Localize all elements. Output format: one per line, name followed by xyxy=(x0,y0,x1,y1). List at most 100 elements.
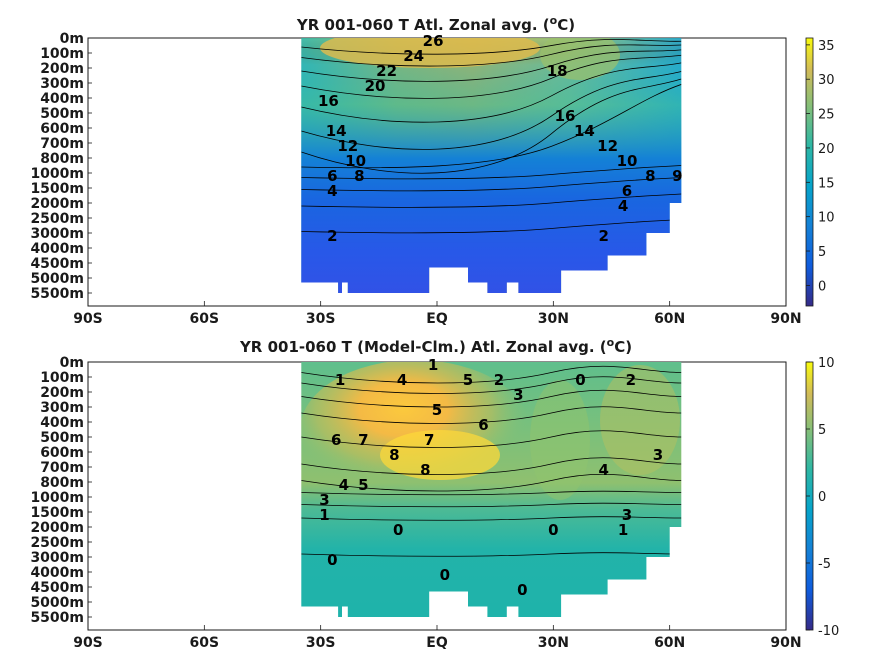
x-tick-label: 30S xyxy=(306,635,336,651)
contour-label: 22 xyxy=(376,62,397,80)
contour-line xyxy=(301,39,682,55)
contour-line xyxy=(301,502,682,508)
contour-label: 0 xyxy=(440,566,450,584)
x-tick-label: 90S xyxy=(73,311,103,327)
contour-line xyxy=(301,71,682,150)
contour-line xyxy=(301,84,682,169)
chart-title: YR 001-060 T (Model-Clm.) Atl. Zonal avg… xyxy=(239,336,632,356)
contour-line xyxy=(301,78,682,174)
colorbar-tick-label: 10 xyxy=(818,356,835,371)
x-tick-label: 60N xyxy=(654,635,685,651)
y-tick-label: 2500m xyxy=(30,211,84,227)
colorbar-tick-label: 5 xyxy=(818,245,826,260)
contour-label: 7 xyxy=(424,431,434,449)
y-tick-label: 400m xyxy=(40,415,84,431)
contour-line xyxy=(301,44,682,67)
bias-field xyxy=(301,362,682,617)
contour-label: 2 xyxy=(494,371,504,389)
contour-label: 12 xyxy=(337,137,358,155)
y-tick-label: 5500m xyxy=(30,610,84,626)
contour-label: 26 xyxy=(423,32,444,50)
contour-label: 2 xyxy=(598,227,608,245)
contour-label: 18 xyxy=(547,62,568,80)
contour-label: 8 xyxy=(354,167,364,185)
contour-label: 0 xyxy=(548,521,558,539)
colorbar-tick-label: 10 xyxy=(818,211,835,226)
y-axis: 0m100m200m300m400m500m600m700m800m1000m1… xyxy=(30,355,92,626)
y-tick-label: 100m xyxy=(40,46,84,62)
x-tick-label: 90N xyxy=(770,311,801,327)
contour-label: 10 xyxy=(617,152,638,170)
y-tick-label: 200m xyxy=(40,61,84,77)
y-tick-label: 5500m xyxy=(30,286,84,302)
contour-line xyxy=(301,219,682,234)
y-tick-label: 1000m xyxy=(30,166,84,182)
y-tick-label: 800m xyxy=(40,151,84,167)
x-axis: 90S 60S 30S EQ 30N 60N 90N xyxy=(73,625,802,651)
x-tick-label: 30N xyxy=(538,635,569,651)
panel-temperature: YR 001-060 T Atl. Zonal avg. (oC) 262422… xyxy=(30,14,834,327)
contour-label: 10 xyxy=(345,152,366,170)
contour-label: 20 xyxy=(365,77,386,95)
y-tick-label: 2000m xyxy=(30,520,84,536)
contour-line xyxy=(301,389,682,408)
contour-line xyxy=(301,457,682,475)
y-tick-label: 600m xyxy=(40,121,84,137)
contour-label: 14 xyxy=(574,122,595,140)
contour-label: 24 xyxy=(403,47,424,65)
contour-label: 3 xyxy=(653,446,663,464)
contour-label: 14 xyxy=(326,122,347,140)
colorbar-tick-label: 20 xyxy=(818,142,835,157)
contour-line xyxy=(301,406,682,424)
x-axis: 90S 60S 30S EQ 30N 60N 90N xyxy=(73,301,802,327)
contour-line xyxy=(301,365,682,384)
y-tick-label: 0m xyxy=(60,355,84,371)
contour-label: 6 xyxy=(327,167,337,185)
contour-line xyxy=(301,376,682,394)
x-tick-label: EQ xyxy=(426,635,448,651)
contour-line xyxy=(301,490,682,496)
x-tick-label: 60S xyxy=(190,311,220,327)
contour-line xyxy=(301,473,682,492)
contour-line xyxy=(301,552,682,557)
contour-label: 2 xyxy=(327,227,337,245)
y-tick-label: 3000m xyxy=(30,226,84,242)
x-tick-label: 30S xyxy=(306,311,336,327)
y-tick-label: 4500m xyxy=(30,580,84,596)
y-tick-label: 700m xyxy=(40,136,84,152)
colorbar-ticks: 35 30 25 20 15 10 5 0 xyxy=(806,39,835,294)
contour-label: 3 xyxy=(319,491,329,509)
contour-label: 8 xyxy=(420,461,430,479)
chart-title: YR 001-060 T Atl. Zonal avg. (oC) xyxy=(296,14,575,34)
y-tick-label: 700m xyxy=(40,460,84,476)
contour-label: 0 xyxy=(575,371,585,389)
y-tick-label: 5000m xyxy=(30,595,84,611)
contour-label: 1 xyxy=(335,371,345,389)
contour-line xyxy=(301,516,682,521)
contour-label: 1 xyxy=(319,506,329,524)
y-tick-label: 5000m xyxy=(30,271,84,287)
y-tick-label: 2000m xyxy=(30,196,84,212)
colorbar-tick-label: 30 xyxy=(818,73,835,88)
contour-line xyxy=(301,430,682,448)
contour-label: 1 xyxy=(428,356,438,374)
x-tick-label: 30N xyxy=(538,311,569,327)
contour-label: 0 xyxy=(393,521,403,539)
contour-label: 4 xyxy=(339,476,349,494)
y-tick-label: 500m xyxy=(40,106,84,122)
y-axis: 0m100m200m300m400m500m600m700m800m1000m1… xyxy=(30,31,92,302)
contour-label: 16 xyxy=(555,107,576,125)
contour-label: 5 xyxy=(432,401,442,419)
y-tick-label: 2500m xyxy=(30,535,84,551)
contour-label: 4 xyxy=(397,371,407,389)
contour-label: 5 xyxy=(358,476,368,494)
y-tick-label: 4000m xyxy=(30,565,84,581)
y-tick-label: 100m xyxy=(40,370,84,386)
y-tick-label: 0m xyxy=(60,31,84,47)
contour-label: 4 xyxy=(598,461,608,479)
colorbar-ticks: 10 5 0 -5 -10 xyxy=(806,356,839,639)
y-tick-label: 300m xyxy=(40,76,84,92)
contour-line xyxy=(301,62,682,123)
colorbar-tick-label: -5 xyxy=(818,557,831,572)
